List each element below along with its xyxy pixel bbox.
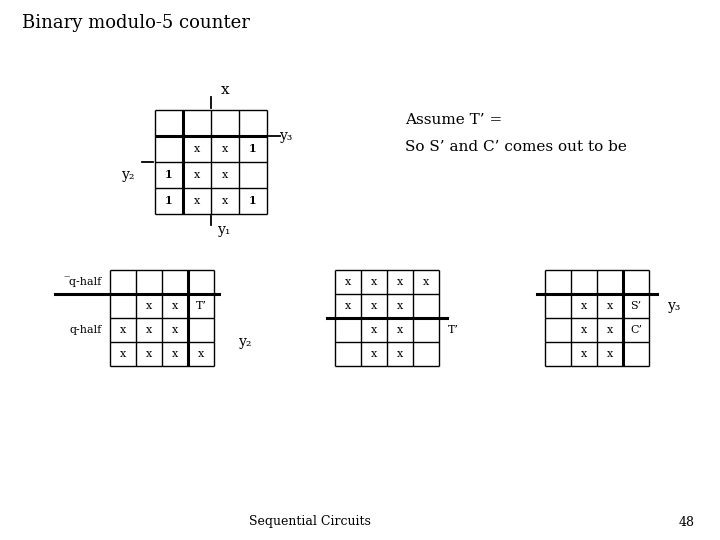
Text: 1: 1 <box>249 144 257 154</box>
Text: x: x <box>221 83 229 97</box>
Text: x: x <box>397 349 403 359</box>
Text: x: x <box>607 325 613 335</box>
Text: S’: S’ <box>631 301 642 311</box>
Text: Binary modulo-5 counter: Binary modulo-5 counter <box>22 14 250 32</box>
Text: x: x <box>397 325 403 335</box>
Text: y₃: y₃ <box>668 299 682 313</box>
Text: x: x <box>607 349 613 359</box>
Text: x: x <box>198 349 204 359</box>
Text: x: x <box>371 301 377 311</box>
Text: x: x <box>581 349 587 359</box>
Text: x: x <box>423 277 429 287</box>
Text: T’: T’ <box>448 325 459 335</box>
Text: x: x <box>371 277 377 287</box>
Text: x: x <box>222 170 228 180</box>
Text: x: x <box>371 349 377 359</box>
Text: y₂: y₂ <box>239 335 253 349</box>
Text: x: x <box>581 301 587 311</box>
Text: x: x <box>194 144 200 154</box>
Text: y₃: y₃ <box>280 129 294 143</box>
Text: x: x <box>194 170 200 180</box>
Text: x: x <box>146 301 152 311</box>
Text: x: x <box>172 301 178 311</box>
Text: x: x <box>397 301 403 311</box>
Text: x: x <box>172 349 178 359</box>
Text: x: x <box>371 325 377 335</box>
Text: 48: 48 <box>679 516 695 529</box>
Text: x: x <box>120 325 126 335</box>
Text: So S’ and C’ comes out to be: So S’ and C’ comes out to be <box>405 140 627 154</box>
Text: C’: C’ <box>630 325 642 335</box>
Text: x: x <box>172 325 178 335</box>
Text: q-half: q-half <box>70 325 102 335</box>
Text: T’: T’ <box>196 301 207 311</box>
Text: x: x <box>146 325 152 335</box>
Text: x: x <box>222 196 228 206</box>
Text: x: x <box>146 349 152 359</box>
Text: x: x <box>120 349 126 359</box>
Text: Sequential Circuits: Sequential Circuits <box>249 516 371 529</box>
Text: 1: 1 <box>165 195 173 206</box>
Text: x: x <box>194 196 200 206</box>
Text: 1: 1 <box>249 195 257 206</box>
Text: x: x <box>397 277 403 287</box>
Text: x: x <box>222 144 228 154</box>
Text: x: x <box>345 277 351 287</box>
Text: y₁: y₁ <box>218 223 232 237</box>
Text: x: x <box>607 301 613 311</box>
Text: 1: 1 <box>165 170 173 180</box>
Text: x: x <box>345 301 351 311</box>
Text: y₂: y₂ <box>122 168 136 182</box>
Text: Assume T’ =: Assume T’ = <box>405 113 503 127</box>
Text: ̅q-half: ̅q-half <box>70 276 102 287</box>
Text: x: x <box>581 325 587 335</box>
